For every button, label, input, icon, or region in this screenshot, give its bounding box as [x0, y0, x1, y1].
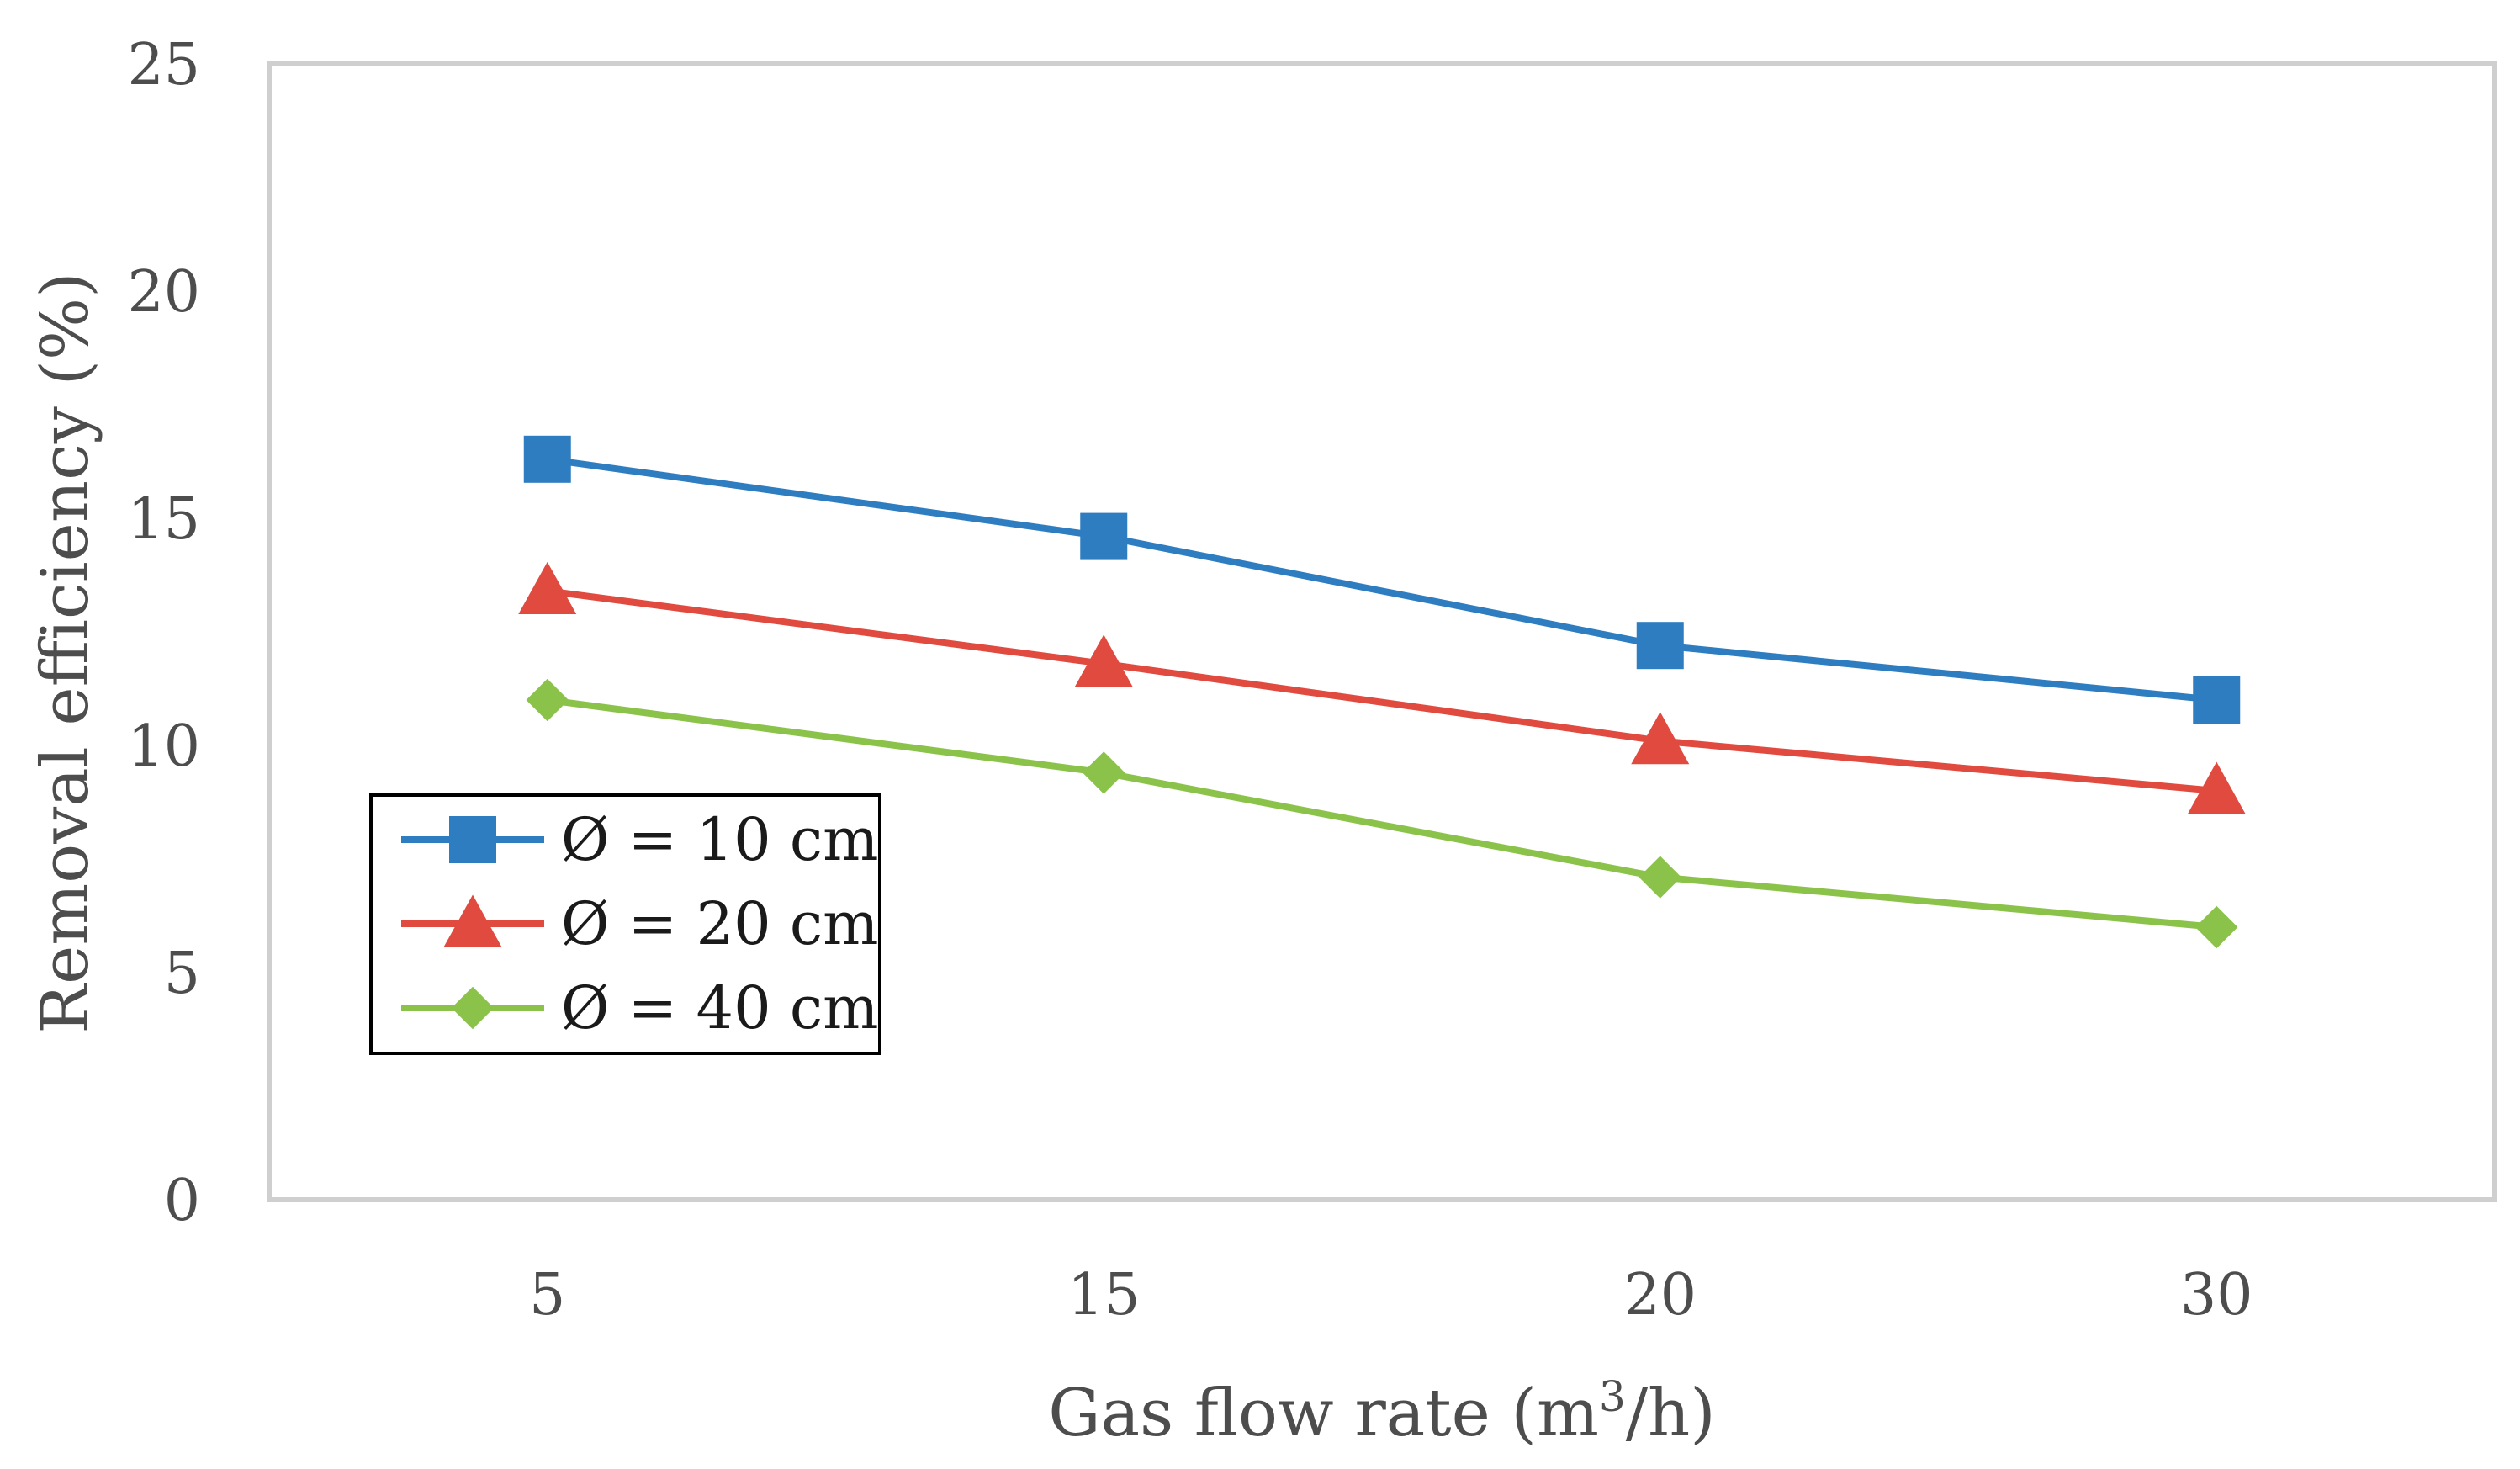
data-point [1083, 751, 1125, 794]
legend-item: Ø = 10 cm [401, 805, 878, 874]
x-tick-label: 5 [529, 1262, 565, 1328]
data-point [1631, 712, 1690, 765]
y-axis-ticks: 0 5 10 15 20 25 [127, 32, 200, 1234]
legend-label: Ø = 20 cm [561, 889, 878, 958]
data-point [1639, 856, 1681, 899]
x-axis-title-main: Gas flow rate (m [1048, 1376, 1599, 1451]
y-tick-label: 25 [127, 32, 200, 98]
legend-marker [449, 816, 496, 863]
data-point [1636, 622, 1684, 670]
data-point [2193, 676, 2241, 724]
x-axis-ticks: 5 15 20 30 [529, 1262, 2253, 1328]
series-2 [518, 561, 2246, 814]
data-point [1074, 634, 1133, 687]
plot-frame [267, 61, 2497, 1202]
series-layer [518, 435, 2246, 949]
data-point [2187, 761, 2246, 814]
x-axis-title: Gas flow rate (m3/h) [1048, 1372, 1715, 1451]
data-point [1080, 512, 1128, 560]
legend: Ø = 10 cm Ø = 20 cm Ø = 40 cm [369, 793, 881, 1055]
y-tick-label: 5 [164, 941, 200, 1007]
series-3 [526, 678, 2238, 949]
y-axis-title: Removal efficiency (%) [28, 272, 103, 1033]
x-axis-title-superscript: 3 [1599, 1372, 1626, 1421]
data-point [518, 561, 577, 614]
legend-label: Ø = 10 cm [561, 805, 878, 874]
series-line [547, 455, 2217, 703]
legend-marker [443, 894, 502, 947]
legend-marker [451, 986, 495, 1030]
data-point [526, 678, 569, 722]
data-point [523, 435, 571, 483]
legend-label: Ø = 40 cm [561, 973, 878, 1042]
x-tick-label: 15 [1067, 1262, 1141, 1328]
data-point [2195, 905, 2238, 949]
series-line [547, 587, 2217, 794]
legend-item: Ø = 20 cm [401, 889, 878, 958]
y-tick-label: 10 [127, 713, 200, 780]
y-tick-label: 20 [127, 259, 200, 326]
x-tick-label: 30 [2180, 1262, 2253, 1328]
y-tick-label: 0 [164, 1168, 200, 1234]
legend-item: Ø = 40 cm [401, 973, 878, 1042]
y-tick-label: 15 [127, 486, 200, 553]
series-1 [523, 435, 2241, 724]
series-line [547, 697, 2217, 931]
x-axis-title-tail: /h) [1626, 1376, 1716, 1451]
x-tick-label: 20 [1623, 1262, 1697, 1328]
